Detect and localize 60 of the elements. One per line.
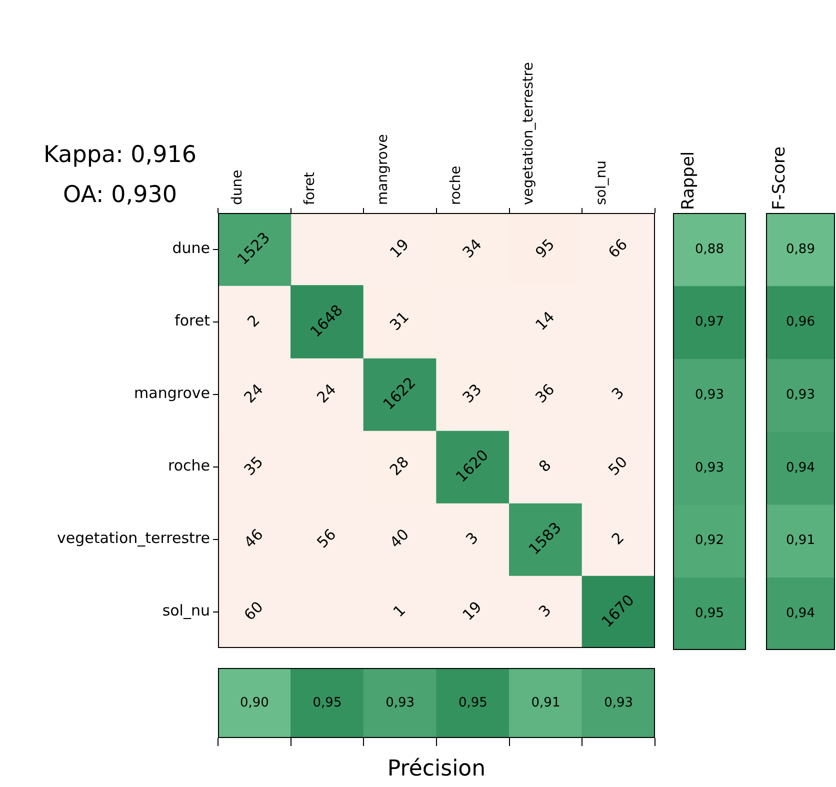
data-label: 3 [608,384,628,404]
data-label: 56 [313,525,340,552]
data-label: 40 [386,525,412,552]
data-label: 35 [240,452,267,480]
y-tick-label: sol_nu [162,602,210,620]
data-label: 28 [386,452,412,480]
data-label: 46 [240,525,267,552]
data-label: 2 [244,311,264,331]
x-tick-label: F-Score [770,146,790,210]
data-label: 0,95 [312,695,342,710]
y-tick-label: foret [174,312,210,330]
x-tick-label: mangrove [374,134,391,205]
data-label: 0,93 [695,460,724,476]
x-tick-label: sol_nu [593,160,610,205]
data-label: 0,90 [240,695,269,710]
data-label: 24 [240,380,267,407]
data-label: 33 [459,380,486,407]
text: OA: 0,930 [62,181,178,210]
data-label: 34 [459,235,486,262]
data-label: 0,95 [458,695,488,710]
data-label: 0,93 [786,387,815,402]
data-label: 2 [608,528,628,548]
data-label: 31 [386,308,412,334]
data-label: 24 [313,380,340,407]
data-label: 14 [532,308,558,334]
data-label: 3 [535,601,555,621]
y-tick-label: dune [172,239,210,258]
x-tick-label: dune [229,170,246,205]
data-label: 19 [386,235,412,262]
x-tick-label: foret [302,171,318,205]
data-label: 0,89 [786,242,815,257]
text: Kappa: 0,916 [42,141,198,170]
data-label: 0,97 [695,314,724,330]
data-label: 8 [535,456,555,476]
data-label: 0,95 [695,606,724,621]
data-label: 0,93 [604,695,634,710]
y-tick-label: roche [168,456,210,475]
data-label: 36 [532,380,558,407]
y-tick-label: mangrove [134,384,210,402]
data-label: 0,94 [786,606,815,621]
x-tick-label: roche [448,166,464,205]
x-tick-label: Rappel [678,151,699,210]
data-label: 19 [459,598,486,624]
data-label: 95 [532,235,558,262]
data-label: 0,96 [786,314,815,330]
data-label: 66 [604,235,631,262]
x-axis-title: Précision [387,756,486,782]
data-label: 3 [462,528,482,548]
data-label: 50 [604,452,631,480]
data-label: 0,93 [386,695,415,710]
data-label: 0,91 [786,533,815,548]
data-label: 0,93 [695,387,724,402]
data-label: 0,88 [695,242,724,257]
data-label: 60 [240,598,267,624]
y-tick-label: vegetation_terrestre [56,529,210,548]
data-label: 0,91 [531,695,560,710]
data-label: 0,92 [695,533,724,548]
x-tick-label: vegetation_terrestre [520,62,537,205]
data-label: 0,94 [786,460,815,476]
data-label: 1 [390,601,410,621]
